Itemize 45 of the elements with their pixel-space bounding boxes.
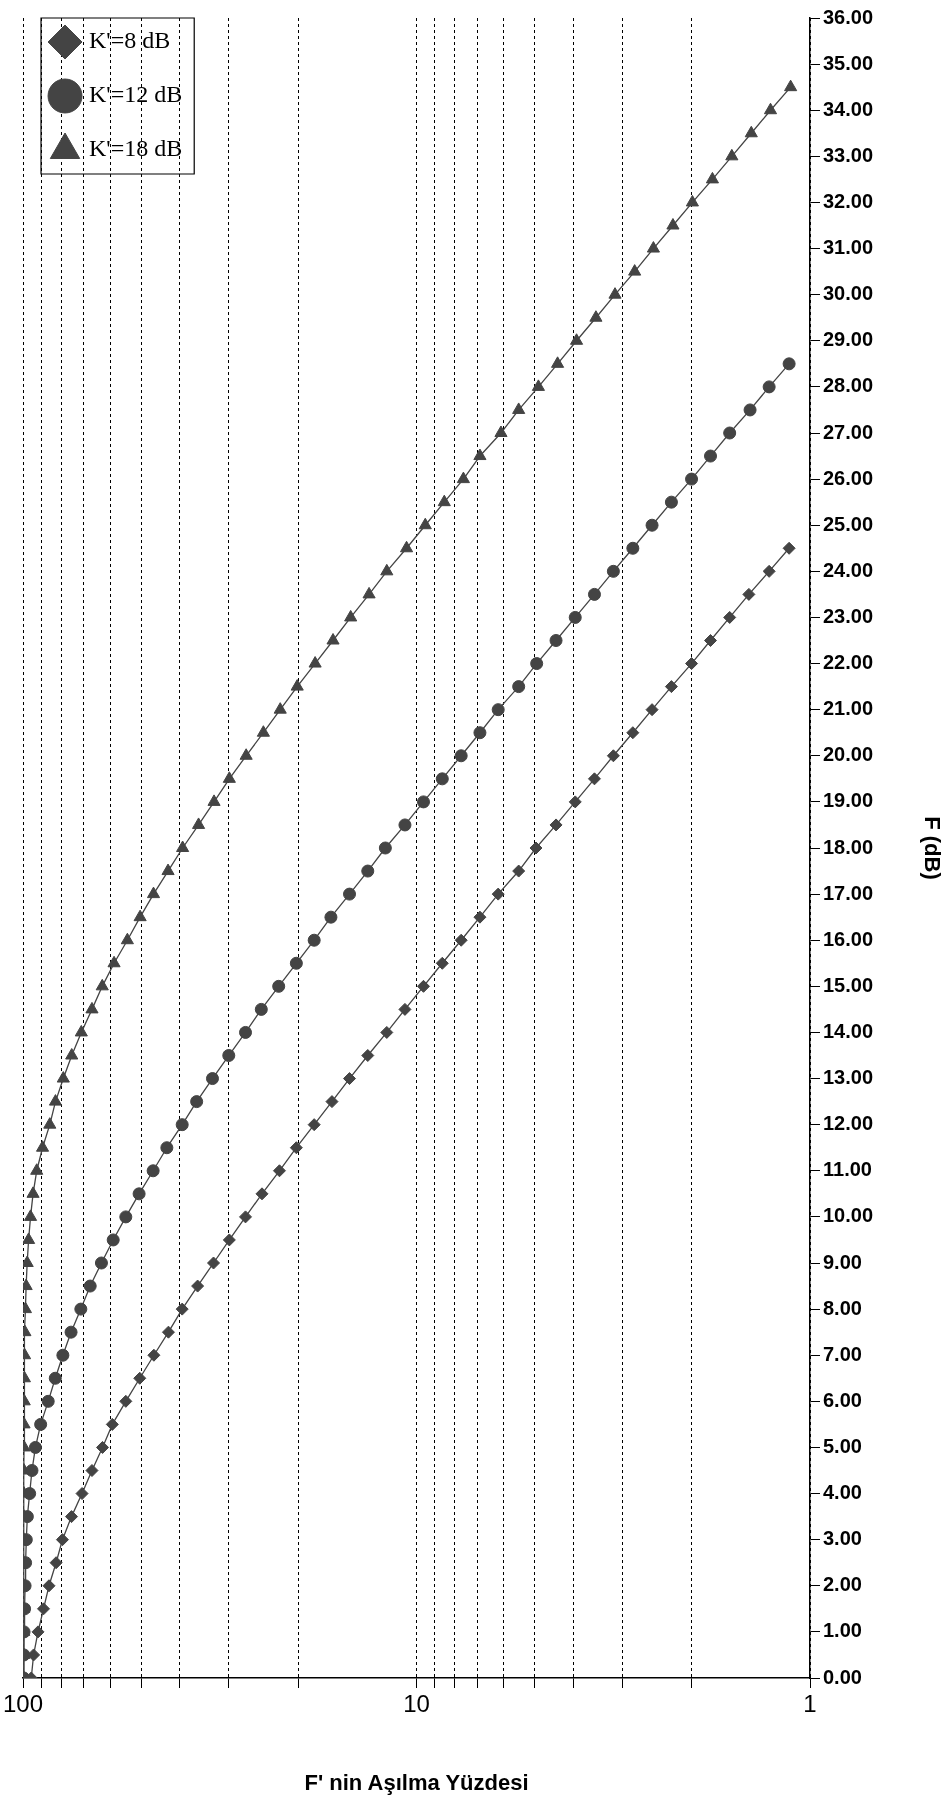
y-tick-label: 15.00 bbox=[823, 973, 874, 996]
y-tick-label: 35.00 bbox=[823, 51, 874, 74]
y-tick-label: 12.00 bbox=[823, 1112, 874, 1135]
y-tick-label: 24.00 bbox=[823, 558, 874, 581]
y-tick-label: 26.00 bbox=[823, 466, 874, 489]
x-tick-label: 10 bbox=[403, 1690, 430, 1718]
y-tick-label: 29.00 bbox=[823, 328, 874, 351]
legend-label: K'=12 dB bbox=[89, 81, 183, 108]
y-tick-label: 9.00 bbox=[823, 1250, 862, 1273]
y-tick-label: 23.00 bbox=[823, 604, 874, 627]
y-tick-label: 25.00 bbox=[823, 512, 874, 535]
y-tick-label: 3.00 bbox=[823, 1527, 862, 1550]
y-tick-label: 8.00 bbox=[823, 1296, 862, 1319]
y-tick-label: 32.00 bbox=[823, 189, 874, 212]
y-axis-title: F (dB) bbox=[919, 816, 945, 880]
x-tick-label: 100 bbox=[3, 1690, 44, 1718]
y-tick-label: 16.00 bbox=[823, 927, 874, 950]
y-tick-label: 28.00 bbox=[823, 374, 874, 397]
y-tick-label: 22.00 bbox=[823, 651, 874, 674]
y-tick-label: 5.00 bbox=[823, 1434, 862, 1457]
y-tick-label: 14.00 bbox=[823, 1019, 874, 1042]
y-tick-label: 21.00 bbox=[823, 697, 874, 720]
y-tick-label: 6.00 bbox=[823, 1388, 862, 1411]
x-axis-title: F' nin Aşılma Yüzdesi bbox=[304, 1769, 529, 1795]
y-tick-label: 2.00 bbox=[823, 1573, 862, 1596]
y-tick-label: 30.00 bbox=[823, 282, 874, 305]
x-tick-label: 1 bbox=[803, 1690, 817, 1718]
y-tick-label: 4.00 bbox=[823, 1481, 862, 1504]
y-tick-label: 31.00 bbox=[823, 236, 874, 259]
y-tick-label: 0.00 bbox=[823, 1665, 862, 1688]
legend-label: K'=8 dB bbox=[89, 27, 171, 54]
y-tick-label: 17.00 bbox=[823, 881, 874, 904]
y-tick-label: 19.00 bbox=[823, 789, 874, 812]
y-tick-label: 13.00 bbox=[823, 1066, 874, 1089]
y-tick-label: 36.00 bbox=[823, 5, 874, 28]
y-tick-label: 34.00 bbox=[823, 97, 874, 120]
legend-label: K'=18 dB bbox=[89, 135, 183, 162]
y-tick-label: 7.00 bbox=[823, 1342, 862, 1365]
y-tick-label: 11.00 bbox=[823, 1158, 872, 1181]
y-tick-label: 10.00 bbox=[823, 1204, 874, 1227]
y-tick-label: 1.00 bbox=[823, 1619, 862, 1642]
y-tick-label: 20.00 bbox=[823, 743, 874, 766]
y-tick-label: 27.00 bbox=[823, 420, 874, 443]
y-tick-label: 33.00 bbox=[823, 143, 874, 166]
y-tick-label: 18.00 bbox=[823, 835, 874, 858]
